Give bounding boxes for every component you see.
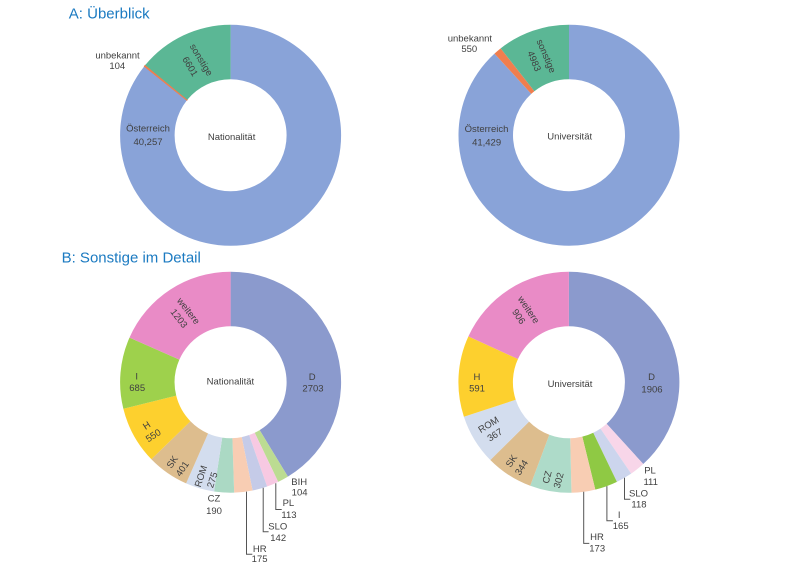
svg-text:BIH: BIH [291,477,307,488]
svg-text:D: D [648,372,655,383]
svg-text:Österreich: Österreich [465,124,509,135]
svg-text:Nationalität: Nationalität [207,377,255,388]
svg-text:Österreich: Österreich [126,123,170,134]
svg-text:A: Überblick: A: Überblick [69,5,150,23]
svg-text:2703: 2703 [302,384,323,395]
svg-text:I: I [135,372,138,383]
svg-text:PL: PL [283,498,295,509]
svg-text:302: 302 [552,471,567,489]
svg-text:591: 591 [469,384,485,395]
svg-text:175: 175 [252,554,268,565]
svg-text:41,429: 41,429 [472,138,501,149]
svg-text:PL: PL [644,466,656,477]
svg-text:H: H [141,419,153,432]
svg-text:40,257: 40,257 [133,137,162,148]
svg-text:142: 142 [270,533,286,544]
svg-text:1906: 1906 [641,384,662,395]
svg-text:685: 685 [129,383,145,394]
svg-text:D: D [309,372,316,383]
svg-text:HR: HR [590,532,604,543]
svg-text:118: 118 [631,500,646,511]
svg-text:165: 165 [613,521,629,532]
svg-text:Universität: Universität [547,131,592,142]
svg-text:CZ: CZ [541,470,555,485]
svg-text:275: 275 [205,471,220,489]
svg-text:190: 190 [206,506,222,517]
svg-text:104: 104 [292,488,308,499]
svg-text:104: 104 [109,61,125,72]
svg-text:I: I [618,510,621,521]
svg-text:B: Sonstige im Detail: B: Sonstige im Detail [62,250,201,267]
svg-text:HR: HR [253,544,267,555]
svg-text:unbekannt: unbekannt [448,34,493,45]
svg-text:113: 113 [281,510,296,521]
svg-text:173: 173 [589,544,605,555]
svg-text:111: 111 [643,477,657,488]
svg-text:Universität: Universität [548,379,593,390]
svg-text:unbekannt: unbekannt [95,50,140,61]
svg-text:H: H [473,372,480,383]
svg-text:SLO: SLO [629,489,648,500]
svg-text:CZ: CZ [208,494,221,505]
svg-text:SLO: SLO [268,521,287,532]
svg-text:Nationalität: Nationalität [208,132,256,143]
svg-text:550: 550 [461,44,477,55]
